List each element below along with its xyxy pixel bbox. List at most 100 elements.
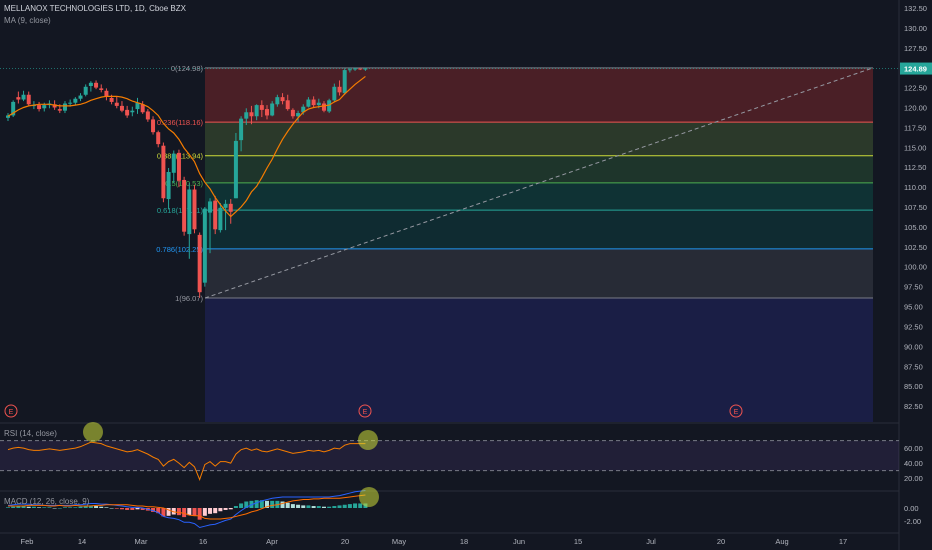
price-tick-label: 107.50 xyxy=(904,203,927,212)
candle-body xyxy=(208,201,213,213)
rsi-tick-label: 20.00 xyxy=(904,474,923,483)
trend-line xyxy=(204,67,874,299)
candle-body xyxy=(140,104,145,113)
fib-level-label: 1(96.07) xyxy=(175,294,203,303)
price-tick-label: 97.50 xyxy=(904,283,923,292)
price-tick-label: 87.50 xyxy=(904,362,923,371)
rsi-label[interactable]: RSI (14, close) xyxy=(4,429,57,438)
macd-histogram-bar xyxy=(21,506,26,508)
macd-tick-label: 0.00 xyxy=(904,504,919,513)
candle-body xyxy=(68,102,73,104)
candle-body xyxy=(6,115,10,118)
macd-histogram-bar xyxy=(114,508,119,509)
earnings-marker xyxy=(358,404,372,418)
macd-histogram-bar xyxy=(244,501,249,508)
macd-line xyxy=(7,489,366,529)
fib-level-label: 0.786(102.25) xyxy=(156,245,203,254)
time-tick-label: 20 xyxy=(717,537,725,546)
ma-line xyxy=(7,75,366,218)
candle-body xyxy=(135,102,140,110)
candle-body xyxy=(233,140,238,199)
fib-zone xyxy=(205,182,873,211)
macd-histogram-bar xyxy=(290,504,295,508)
time-tick-label: Jun xyxy=(513,537,525,546)
macd-histogram-bar xyxy=(73,507,78,508)
candle-body xyxy=(57,109,62,111)
candle-body xyxy=(316,102,321,106)
candle-body xyxy=(213,200,218,230)
candle-body xyxy=(83,86,88,95)
candle-body xyxy=(347,69,352,71)
price-tick-label: 117.50 xyxy=(904,123,926,132)
price-tick-label: 127.50 xyxy=(904,44,927,53)
price-tick-label: 92.50 xyxy=(904,322,923,331)
candle-body xyxy=(78,95,83,99)
macd-histogram-bar xyxy=(135,508,140,510)
price-tick-label: 122.50 xyxy=(904,84,927,93)
macd-histogram-bar xyxy=(130,508,135,510)
macd-histogram-bar xyxy=(6,507,10,508)
macd-histogram-bar xyxy=(353,503,358,508)
macd-histogram-bar xyxy=(347,504,352,508)
candle-body xyxy=(239,118,244,141)
macd-histogram-bar xyxy=(296,504,301,508)
time-tick-label: Jul xyxy=(646,537,656,546)
candle-body xyxy=(99,88,104,90)
macd-histogram-bar xyxy=(88,505,93,508)
macd-histogram-bar xyxy=(259,500,264,508)
macd-histogram-bar xyxy=(187,508,192,516)
macd-histogram-bar xyxy=(119,508,124,510)
candle-body xyxy=(311,99,316,106)
candle-body xyxy=(223,203,228,208)
candle-body xyxy=(306,99,311,107)
highlight-circle xyxy=(359,487,379,507)
price-tick-label: 110.00 xyxy=(904,183,926,192)
macd-histogram-bar xyxy=(57,508,62,509)
time-tick-label: 20 xyxy=(341,537,349,546)
candle-body xyxy=(171,153,176,173)
macd-histogram-bar xyxy=(42,507,47,508)
candle-body xyxy=(192,189,197,230)
rsi-band xyxy=(0,440,899,471)
price-tick-label: 85.00 xyxy=(904,382,923,391)
macd-histogram-bar xyxy=(228,508,233,510)
price-tick-label: 95.00 xyxy=(904,303,923,312)
candle-body xyxy=(114,102,119,106)
macd-histogram-bar xyxy=(233,506,238,508)
macd-histogram-bar xyxy=(151,508,156,512)
candle-body xyxy=(296,113,301,117)
ma-indicator-label[interactable]: MA (9, close) xyxy=(4,16,51,25)
time-tick-label: 14 xyxy=(78,537,86,546)
candle-body xyxy=(285,100,290,110)
fib-zone xyxy=(205,155,873,183)
candle-body xyxy=(26,94,31,105)
candle-body xyxy=(16,97,21,100)
macd-histogram-bar xyxy=(270,500,275,508)
macd-histogram-bar xyxy=(125,508,130,510)
macd-histogram-bar xyxy=(342,504,347,508)
fib-zone xyxy=(205,122,873,156)
candle-body xyxy=(249,112,254,117)
price-tick-label: 112.50 xyxy=(904,163,926,172)
macd-histogram-bar xyxy=(208,508,213,514)
fib-zone-extension xyxy=(205,298,873,422)
candle-body xyxy=(228,203,233,212)
macd-label[interactable]: MACD (12, 26, close, 9) xyxy=(4,497,90,506)
price-tick-label: 130.00 xyxy=(904,24,927,33)
macd-histogram-bar xyxy=(213,508,218,514)
earnings-marker-label: E xyxy=(734,409,739,416)
candle-body xyxy=(363,68,368,70)
price-tick-label: 120.00 xyxy=(904,103,927,112)
candle-body xyxy=(156,132,161,145)
macd-histogram-bar xyxy=(16,506,21,508)
time-tick-label: 17 xyxy=(839,537,847,546)
time-tick-label: Aug xyxy=(775,537,788,546)
earnings-marker-label: E xyxy=(9,409,14,416)
rsi-tick-label: 60.00 xyxy=(904,444,923,453)
candle-body xyxy=(11,101,16,116)
fib-level-label: 0.618(107.11) xyxy=(157,206,204,215)
candle-body xyxy=(265,109,269,116)
candle-body xyxy=(104,90,109,97)
candle-body xyxy=(109,97,114,102)
